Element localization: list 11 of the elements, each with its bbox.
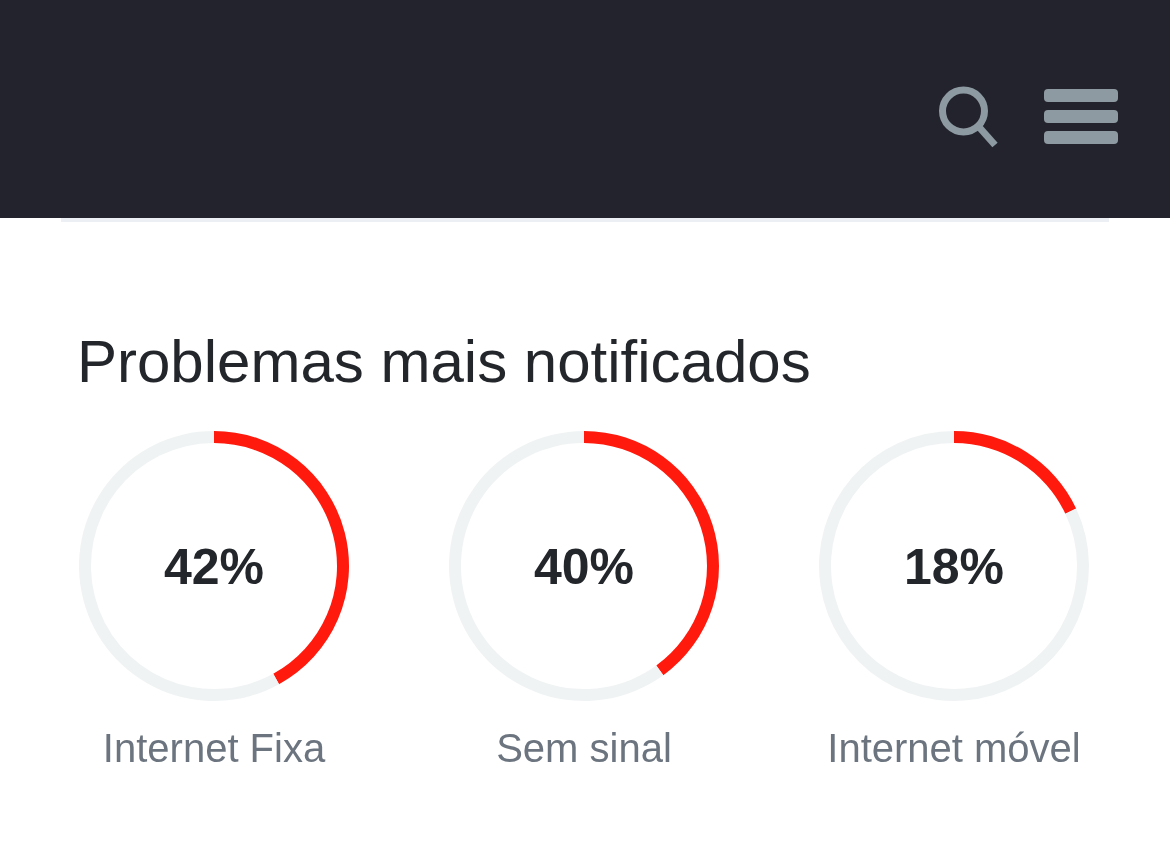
text: Internet Fixa: [102, 726, 326, 770]
donut-slice: [819, 431, 1089, 701]
text: Sem sinal: [496, 726, 672, 770]
donut-slice: [79, 431, 280, 701]
donut-slice: [449, 431, 664, 701]
text: Problemas mais notificados: [77, 328, 811, 395]
text: 18%: [903, 539, 1005, 595]
text: 40%: [533, 539, 635, 595]
donut-slice: [954, 431, 1077, 514]
text: Internet móvel: [827, 726, 1081, 770]
text: 42%: [163, 539, 265, 595]
